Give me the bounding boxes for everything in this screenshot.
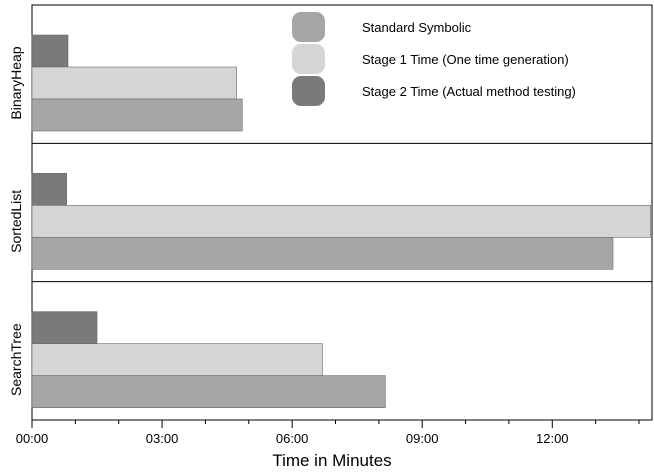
x-tick-label: 06:00 (276, 431, 309, 446)
category-labels: BinaryHeap SortedList SearchTree (8, 46, 24, 396)
x-axis-title: Time in Minutes (272, 451, 391, 470)
legend-swatch (292, 12, 325, 42)
bar-searchtree-series-1 (31, 343, 323, 376)
bar-sortedlist-series-0 (31, 173, 67, 206)
category-label-searchtree: SearchTree (8, 323, 24, 396)
legend-label: Stage 1 Time (One time generation) (362, 52, 569, 67)
category-label-sortedlist: SortedList (8, 190, 24, 253)
x-tick-label: 00:00 (16, 431, 49, 446)
x-tick-label: 03:00 (146, 431, 179, 446)
legend-label: Standard Symbolic (362, 20, 472, 35)
bar-binaryheap-series-2 (31, 98, 243, 132)
legend-swatch (292, 44, 325, 74)
legend-swatch (292, 76, 325, 106)
bars-group (31, 34, 651, 408)
legend: Standard Symbolic Stage 1 Time (One time … (292, 12, 576, 106)
x-tick-label: 12:00 (536, 431, 569, 446)
x-tick-label: 09:00 (406, 431, 439, 446)
bar-searchtree-series-0 (31, 311, 98, 344)
bar-searchtree-series-2 (31, 375, 386, 408)
category-label-binaryheap: BinaryHeap (8, 46, 24, 119)
bar-binaryheap-series-0 (31, 34, 69, 68)
bar-sortedlist-series-2 (31, 237, 614, 270)
bar-binaryheap-series-1 (31, 66, 237, 100)
legend-label: Stage 2 Time (Actual method testing) (362, 84, 576, 99)
bar-sortedlist-series-1 (31, 205, 651, 238)
x-axis-ticks: 00:00 03:00 06:00 09:00 12:00 (16, 420, 640, 446)
